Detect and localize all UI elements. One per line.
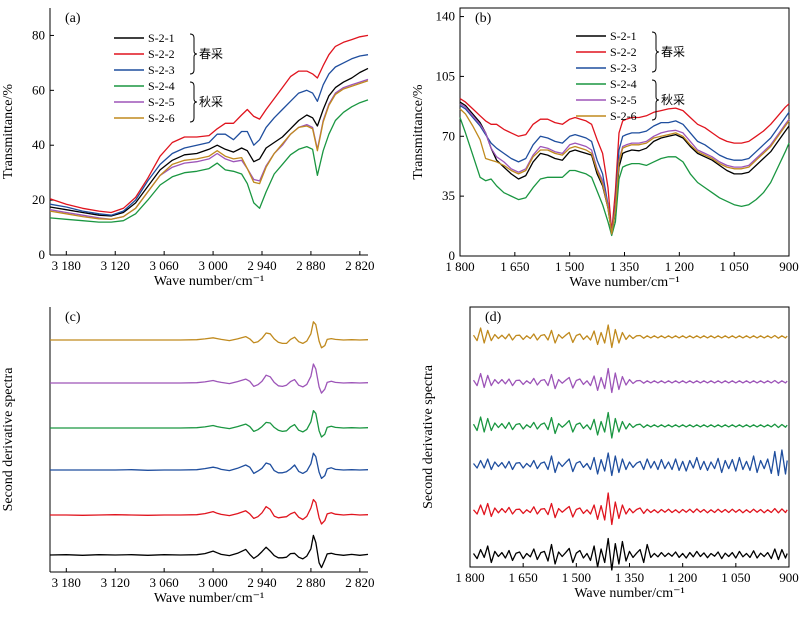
panel-label: (c) bbox=[65, 310, 81, 325]
series-line-S-2-6 bbox=[472, 324, 788, 349]
x-tick-label: 3 000 bbox=[198, 575, 227, 590]
y-axis-label: Second derivative spectra bbox=[421, 364, 436, 509]
series-line-S-2-4 bbox=[49, 99, 369, 223]
x-tick-label: 3 120 bbox=[101, 258, 130, 273]
series-line-S-2-3 bbox=[50, 452, 369, 480]
panel-c: 3 180 3 120 3 060 3 000 2 940 2 880 2 820 Wave … bbox=[1, 307, 374, 606]
series-line-S-2-2 bbox=[49, 34, 369, 214]
x-tick-label: 900 bbox=[779, 259, 799, 274]
panel-a: 3 180 3 120 3 060 3 000 2 940 2 880 2 820 Wave … bbox=[1, 8, 374, 289]
legend-label: S-2-3 bbox=[610, 61, 637, 75]
legend-brace bbox=[651, 31, 660, 73]
x-tick-label: 2 880 bbox=[296, 258, 325, 273]
y-tick-label: 20 bbox=[32, 192, 45, 207]
series-line-S-2-5 bbox=[472, 367, 788, 394]
x-axis-label: Wave number/cm⁻¹ bbox=[574, 586, 684, 601]
x-tick-label: 1 200 bbox=[665, 259, 694, 274]
x-tick-label: 1 350 bbox=[615, 570, 644, 585]
series-line-S-2-4 bbox=[459, 117, 790, 237]
x-axis-label: Wave number/cm⁻¹ bbox=[154, 591, 264, 606]
x-tick-label: 1 500 bbox=[555, 259, 584, 274]
series-line-S-2-1 bbox=[49, 534, 369, 569]
series-line-S-2-2 bbox=[473, 492, 788, 526]
panel-label: (b) bbox=[475, 11, 492, 26]
series-line-S-2-3 bbox=[472, 449, 788, 477]
x-axis-label: Wave number/cm⁻¹ bbox=[569, 275, 679, 290]
y-tick-label: 0 bbox=[39, 247, 46, 262]
x-tick-label: 3 180 bbox=[52, 258, 81, 273]
legend-label: S-2-6 bbox=[610, 109, 637, 123]
y-tick-label: 140 bbox=[436, 9, 456, 24]
series-line-S-2-3 bbox=[49, 54, 369, 216]
x-tick-label: 3 060 bbox=[150, 575, 179, 590]
x-tick-label: 3 000 bbox=[198, 258, 227, 273]
legend-label: S-2-4 bbox=[610, 77, 637, 91]
y-axis-label: Transmittance/% bbox=[411, 84, 426, 179]
legend-label: S-2-4 bbox=[148, 79, 175, 93]
x-tick-label: 2 940 bbox=[247, 575, 276, 590]
y-axis-label: Transmittance/% bbox=[1, 84, 16, 179]
x-tick-label: 2 820 bbox=[345, 258, 374, 273]
series-line-S-2-2 bbox=[459, 98, 790, 233]
legend-label: S-2-2 bbox=[610, 45, 637, 59]
y-tick-label: 40 bbox=[32, 137, 45, 152]
y-axis-label: Second derivative spectra bbox=[1, 367, 16, 512]
series-line-S-2-6 bbox=[459, 108, 790, 235]
x-tick-label: 2 940 bbox=[247, 258, 276, 273]
legend-label: S-2-5 bbox=[610, 93, 637, 107]
legend-group-label: 春采 bbox=[661, 45, 685, 59]
x-tick-label: 900 bbox=[779, 570, 799, 585]
legend-group-label: 春采 bbox=[199, 47, 223, 61]
panel-b: 1 800 1 650 1 500 1 350 1 200 1 050 900 Wave nu… bbox=[411, 7, 799, 290]
series-line-S-2-1 bbox=[49, 67, 369, 217]
y-tick-label: 70 bbox=[442, 128, 455, 143]
x-tick-label: 1 650 bbox=[500, 259, 529, 274]
series-line-S-2-4 bbox=[50, 409, 369, 438]
legend-group-label: 秋采 bbox=[661, 93, 685, 107]
series-line-S-2-1 bbox=[472, 537, 788, 571]
legend-label: S-2-1 bbox=[148, 31, 175, 45]
x-tick-label: 1 050 bbox=[720, 259, 749, 274]
panel-label: (a) bbox=[65, 11, 81, 26]
y-tick-label: 105 bbox=[436, 68, 456, 83]
x-tick-label: 1 800 bbox=[445, 259, 474, 274]
x-tick-label: 3 180 bbox=[52, 575, 81, 590]
x-tick-label: 1 800 bbox=[455, 570, 484, 585]
panel-d: 1 800 1 650 1 500 1 350 1 200 1 050 900 Wave nu… bbox=[421, 306, 799, 601]
plot-frame bbox=[469, 306, 790, 568]
x-tick-label: 1 650 bbox=[509, 570, 538, 585]
legend-brace bbox=[189, 33, 198, 75]
legend-group-label: 秋采 bbox=[199, 95, 223, 109]
series-line-S-2-4 bbox=[472, 411, 788, 439]
x-axis-label: Wave number/cm⁻¹ bbox=[154, 274, 264, 289]
y-tick-label: 80 bbox=[32, 27, 45, 42]
legend-label: S-2-5 bbox=[148, 95, 175, 109]
series-line-S-2-5 bbox=[50, 363, 369, 394]
legend-brace bbox=[651, 79, 660, 121]
panel-label: (d) bbox=[485, 310, 502, 325]
series-line-S-2-6 bbox=[50, 321, 369, 349]
y-tick-label: 60 bbox=[32, 82, 45, 97]
x-tick-label: 1 350 bbox=[610, 259, 639, 274]
legend-label: S-2-6 bbox=[148, 111, 175, 125]
x-tick-label: 1 200 bbox=[668, 570, 697, 585]
x-tick-label: 1 050 bbox=[721, 570, 750, 585]
series-line-S-2-6 bbox=[49, 80, 369, 220]
legend-label: S-2-2 bbox=[148, 47, 175, 61]
series-line-S-2-2 bbox=[50, 498, 369, 525]
x-tick-label: 2 820 bbox=[345, 575, 374, 590]
legend-label: S-2-1 bbox=[610, 29, 637, 43]
y-tick-label: 35 bbox=[442, 188, 455, 203]
x-tick-label: 1 500 bbox=[562, 570, 591, 585]
legend-label: S-2-3 bbox=[148, 63, 175, 77]
x-tick-label: 2 880 bbox=[296, 575, 325, 590]
x-tick-label: 3 060 bbox=[150, 258, 179, 273]
x-tick-label: 3 120 bbox=[101, 575, 130, 590]
legend-brace bbox=[189, 81, 198, 123]
y-tick-label: 0 bbox=[449, 248, 456, 263]
